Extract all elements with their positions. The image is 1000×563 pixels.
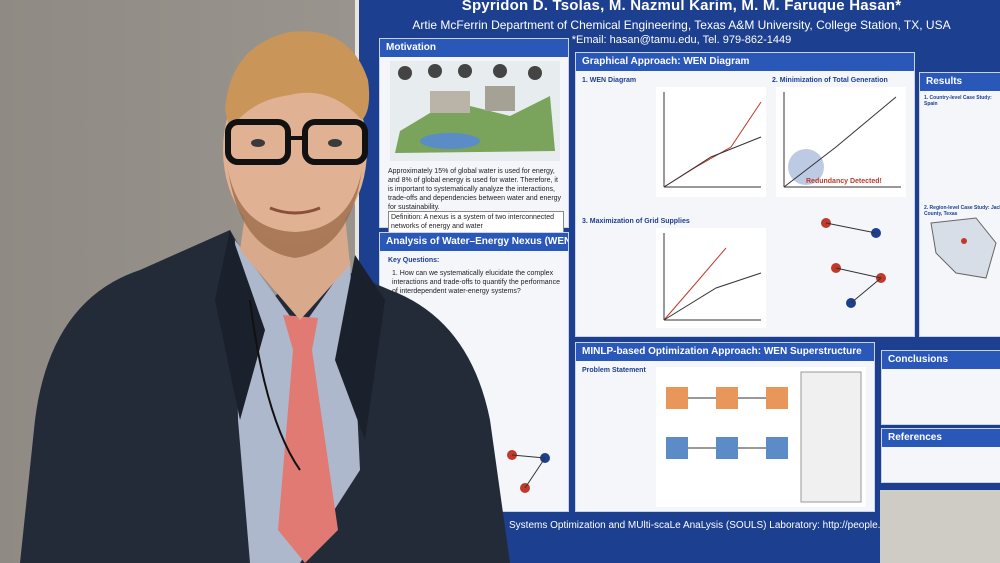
lanyard xyxy=(249,299,301,471)
beard xyxy=(228,170,362,258)
minlp-panel: MINLP-based Optimization Approach: WEN S… xyxy=(575,342,875,512)
presenter xyxy=(20,31,510,563)
right-eye xyxy=(328,139,342,147)
poster-header: Spyridon D. Tsolas, M. Nazmul Karim, M. … xyxy=(359,0,1000,68)
problem-statement-heading: Problem Statement xyxy=(582,367,646,374)
references-title: References xyxy=(882,429,1000,447)
poster-authors: Spyridon D. Tsolas, M. Nazmul Karim, M. … xyxy=(461,0,902,14)
texas-heading: 2. Region-level Case Study: Jack County,… xyxy=(924,205,1000,217)
motivation-text: Approximately 15% of global water is use… xyxy=(388,168,562,211)
nexus-graph xyxy=(507,450,550,493)
poster-affiliation: Artie McFerrin Department of Chemical En… xyxy=(412,18,951,32)
hair xyxy=(225,31,370,130)
poster-email: *Email: hasan@tamu.edu, Tel. 979-862-144… xyxy=(571,34,792,46)
conclusions-title: Conclusions xyxy=(882,351,1000,369)
glasses-left-lens xyxy=(225,119,291,165)
redundancy-label: Redundancy Detected! xyxy=(806,178,882,185)
left-lapel xyxy=(215,230,265,420)
left-eye xyxy=(251,139,265,147)
poster-board-edge xyxy=(880,490,1000,563)
min-generation-plot xyxy=(776,87,906,197)
wen-diagram-plot xyxy=(656,87,766,197)
analysis-title: Analysis of Water–Energy Nexus (WEN) xyxy=(380,233,568,251)
poster-footer: Systems Optimization and MUlti-scaLe Ana… xyxy=(509,520,961,531)
water-energy-illustration xyxy=(390,61,560,161)
key-questions-heading: Key Questions: xyxy=(388,257,440,264)
graphical-approach-panel: Graphical Approach: WEN Diagram 1. WEN D… xyxy=(575,52,915,337)
research-poster: Spyridon D. Tsolas, M. Nazmul Karim, M. … xyxy=(355,0,1000,563)
key-question-1: 1. How can we systematically elucidate t… xyxy=(392,270,560,295)
motivation-title: Motivation xyxy=(380,39,568,57)
max-grid-plot xyxy=(656,228,766,328)
network-graph xyxy=(821,218,886,308)
references-panel: References xyxy=(881,428,1000,483)
results-panel: Results 1. Country-level Case Study: Spa… xyxy=(919,72,1000,337)
glasses-right-lens xyxy=(302,119,368,165)
superstructure-diagram xyxy=(656,367,866,507)
right-lapel xyxy=(335,255,385,440)
texas-map xyxy=(930,217,997,279)
spain-heading: 1. Country-level Case Study: Spain xyxy=(924,95,992,107)
results-title: Results xyxy=(920,73,1000,91)
conclusions-panel: Conclusions xyxy=(881,350,1000,425)
minlp-title: MINLP-based Optimization Approach: WEN S… xyxy=(576,343,874,361)
min-generation-heading: 2. Minimization of Total Generation xyxy=(772,77,888,84)
max-grid-heading: 3. Maximization of Grid Supplies xyxy=(582,218,690,225)
wen-diagram-heading: 1. WEN Diagram xyxy=(582,77,637,84)
smile xyxy=(269,206,321,215)
motivation-panel: Motivation Approximately 15% of global w… xyxy=(379,38,569,233)
necktie xyxy=(278,315,338,563)
graphical-title: Graphical Approach: WEN Diagram xyxy=(576,53,914,71)
